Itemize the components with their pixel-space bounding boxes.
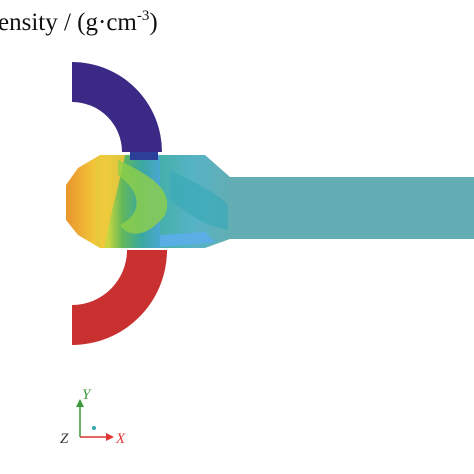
contour-band [170, 170, 228, 230]
contour-band [160, 232, 215, 247]
contour-band [100, 155, 125, 248]
lower-inlet [72, 250, 167, 345]
x-axis-label: X [115, 431, 126, 447]
contour-band [130, 152, 158, 160]
contour-band [118, 160, 168, 234]
figure-title: ensity / (g·cm-3) [0, 8, 158, 36]
title-close: ) [149, 9, 157, 36]
x-arrowhead [106, 433, 114, 441]
outlet-pipe [228, 177, 474, 239]
z-axis-label: Z [60, 431, 69, 447]
title-superscript: -3 [137, 8, 150, 24]
origin-dot [92, 426, 96, 430]
y-arrowhead [76, 399, 84, 407]
upper-inlet [72, 62, 162, 152]
title-text: ensity / (g·cm [0, 9, 137, 36]
y-axis-label: Y [82, 387, 92, 403]
